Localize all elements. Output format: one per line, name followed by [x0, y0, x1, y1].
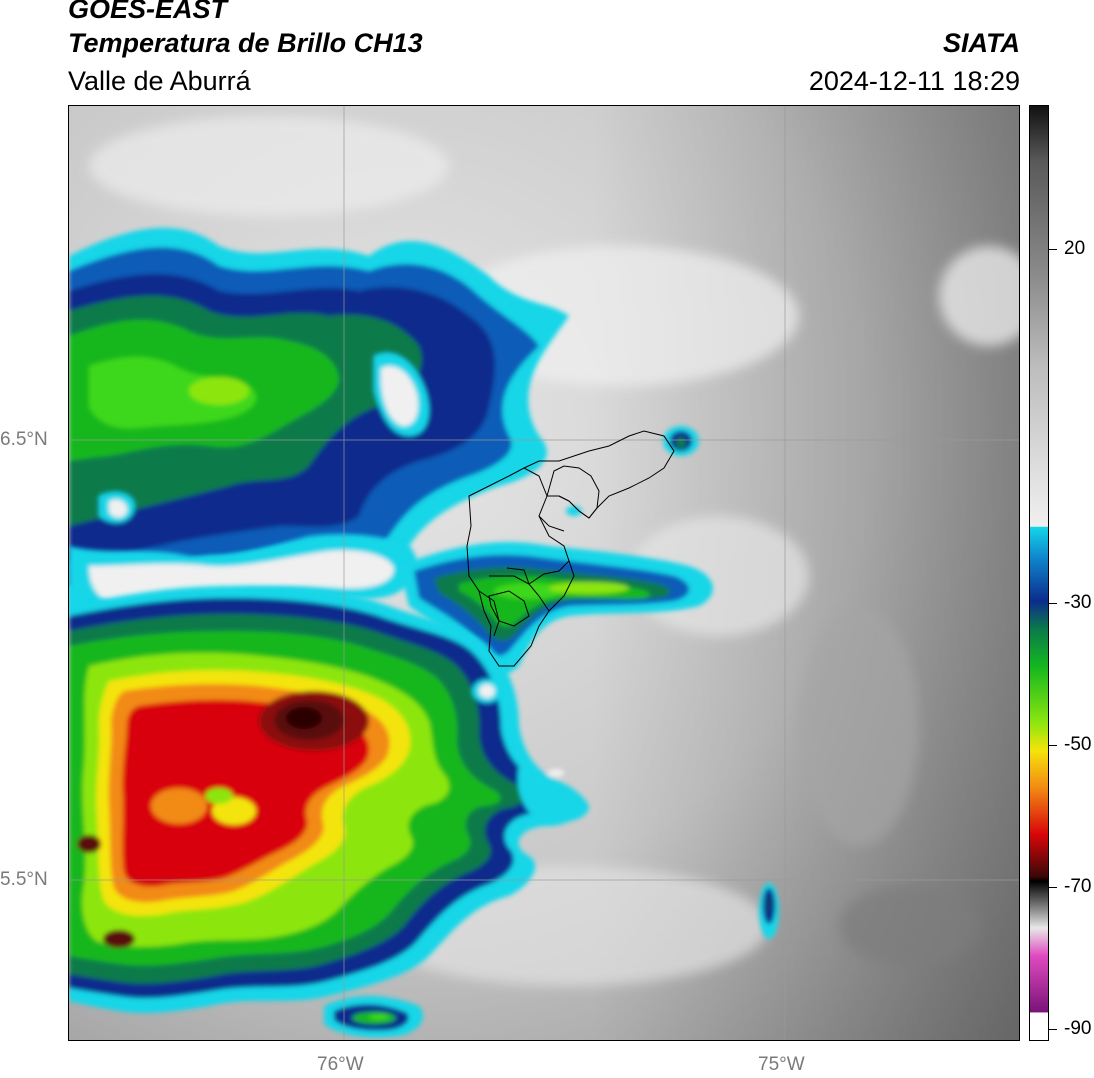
colorbar-tick: [1049, 745, 1057, 746]
colorbar-label-20: 20: [1064, 238, 1086, 259]
lat-label-5-5n: 5.5°N: [0, 869, 48, 890]
lon-label-75w: 75°W: [758, 1054, 805, 1075]
agency-label: SIATA: [943, 28, 1020, 58]
colorbar-label-minus70: -70: [1064, 876, 1092, 897]
lon-label-76w: 76°W: [317, 1054, 364, 1075]
brightness-temperature-field: [69, 106, 1019, 1040]
colorbar-label-minus90: -90: [1064, 1018, 1092, 1039]
title-product: Temperatura de Brillo CH13: [68, 28, 423, 58]
datetime-label: 2024-12-11 18:29: [808, 66, 1020, 96]
colorbar-tick: [1049, 1029, 1057, 1030]
colorbar-label-minus30: -30: [1064, 592, 1092, 613]
colorbar-tick: [1049, 603, 1057, 604]
title-satellite: GOES-EAST: [68, 0, 228, 24]
cloud-north: [69, 227, 569, 609]
cloud-south-storm: [69, 585, 779, 1038]
lat-label-6-5n: 6.5°N: [0, 429, 48, 450]
temperature-colorbar: [1029, 105, 1049, 1041]
colorbar-label-minus50: -50: [1064, 734, 1092, 755]
subtitle-region: Valle de Aburrá: [68, 66, 251, 96]
colorbar-tick: [1049, 887, 1057, 888]
satellite-map[interactable]: [68, 105, 1020, 1041]
municipal-boundaries: [466, 430, 675, 667]
colorbar-tick: [1049, 249, 1057, 250]
gridlines: [69, 106, 1019, 1040]
